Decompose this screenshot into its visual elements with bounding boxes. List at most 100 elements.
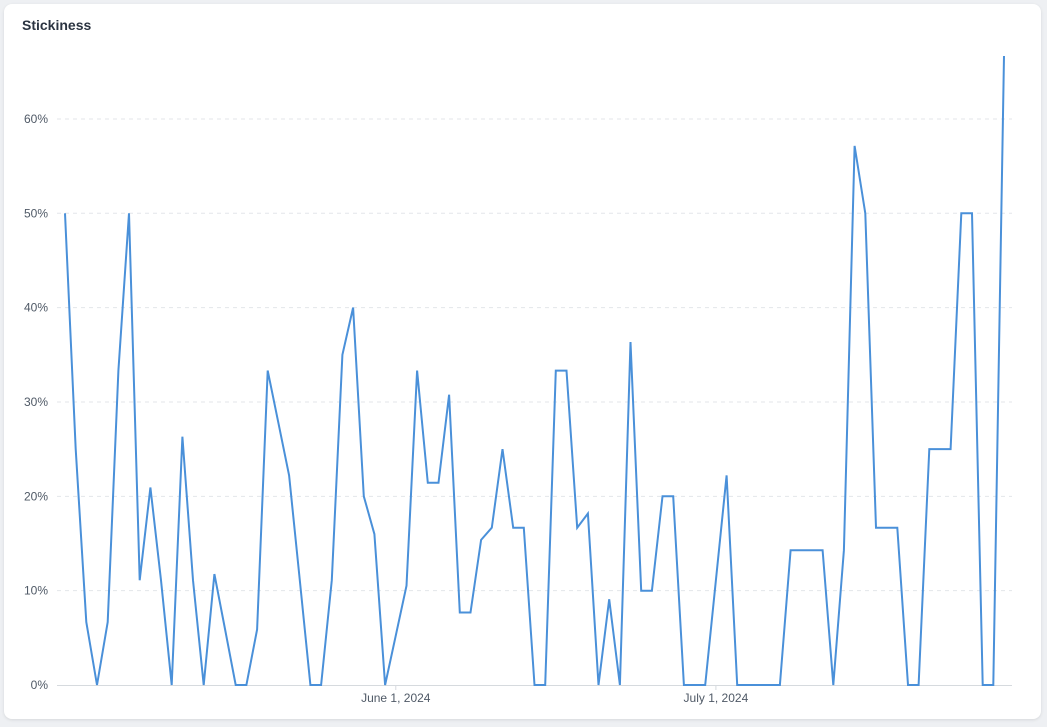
data-point[interactable] xyxy=(147,485,153,491)
y-tick-label: 20% xyxy=(24,489,48,503)
data-point[interactable] xyxy=(115,368,121,374)
y-tick-label: 0% xyxy=(31,678,49,692)
data-point[interactable] xyxy=(894,525,900,531)
data-point[interactable] xyxy=(243,682,249,688)
data-point[interactable] xyxy=(574,525,580,531)
data-point[interactable] xyxy=(361,493,367,499)
y-tick-label: 50% xyxy=(24,206,48,220)
data-point[interactable] xyxy=(371,531,377,537)
data-point[interactable] xyxy=(457,609,463,615)
data-point[interactable] xyxy=(873,525,879,531)
data-point[interactable] xyxy=(628,339,634,345)
data-point[interactable] xyxy=(820,547,826,553)
data-point[interactable] xyxy=(564,368,570,374)
data-point[interactable] xyxy=(798,547,804,553)
data-point[interactable] xyxy=(713,577,719,583)
data-point[interactable] xyxy=(382,682,388,688)
grid-lines xyxy=(57,118,1012,592)
data-point[interactable] xyxy=(649,588,655,594)
data-point[interactable] xyxy=(414,368,420,374)
data-point[interactable] xyxy=(499,446,505,452)
data-point[interactable] xyxy=(393,632,399,638)
data-point[interactable] xyxy=(339,352,345,358)
data-point[interactable] xyxy=(137,577,143,583)
data-point[interactable] xyxy=(809,547,815,553)
data-point[interactable] xyxy=(489,525,495,531)
data-point[interactable] xyxy=(169,682,175,688)
data-point[interactable] xyxy=(553,368,559,374)
data-point[interactable] xyxy=(926,446,932,452)
data-point[interactable] xyxy=(692,682,698,688)
data-point[interactable] xyxy=(948,446,954,452)
y-tick-label: 30% xyxy=(24,395,48,409)
data-point[interactable] xyxy=(916,682,922,688)
data-point[interactable] xyxy=(435,480,441,486)
data-point[interactable] xyxy=(724,472,730,478)
data-point[interactable] xyxy=(233,682,239,688)
data-point[interactable] xyxy=(254,627,260,633)
data-point[interactable] xyxy=(884,525,890,531)
data-point[interactable] xyxy=(179,434,185,440)
data-point[interactable] xyxy=(467,609,473,615)
y-tick-label: 10% xyxy=(24,584,48,598)
data-point[interactable] xyxy=(958,210,964,216)
data-point[interactable] xyxy=(777,682,783,688)
data-point[interactable] xyxy=(286,472,292,478)
data-point[interactable] xyxy=(702,682,708,688)
data-point[interactable] xyxy=(905,682,911,688)
data-point[interactable] xyxy=(425,480,431,486)
data-point[interactable] xyxy=(329,577,335,583)
data-point[interactable] xyxy=(617,682,623,688)
data-point[interactable] xyxy=(670,493,676,499)
data-point[interactable] xyxy=(62,210,68,216)
data-point[interactable] xyxy=(83,619,89,625)
data-point[interactable] xyxy=(852,143,858,149)
y-tick-label: 40% xyxy=(24,301,48,315)
data-point[interactable] xyxy=(756,682,762,688)
data-point[interactable] xyxy=(446,392,452,398)
data-point[interactable] xyxy=(297,577,303,583)
data-point[interactable] xyxy=(510,525,516,531)
data-point[interactable] xyxy=(990,682,996,688)
data-point[interactable] xyxy=(318,682,324,688)
data-point[interactable] xyxy=(542,682,548,688)
data-point[interactable] xyxy=(521,525,527,531)
axes: 0% 10% 20% 30% 40% 50% 60% June 1, 2024 July 1, … xyxy=(24,112,1012,705)
data-point[interactable] xyxy=(307,682,313,688)
data-point[interactable] xyxy=(841,547,847,553)
data-point[interactable] xyxy=(275,420,281,426)
data-point[interactable] xyxy=(937,446,943,452)
data-point[interactable] xyxy=(745,682,751,688)
data-point[interactable] xyxy=(766,682,772,688)
data-point[interactable] xyxy=(94,682,100,688)
data-point[interactable] xyxy=(190,577,196,583)
x-tick-label: July 1, 2024 xyxy=(684,691,749,705)
data-point[interactable] xyxy=(862,210,868,216)
data-point[interactable] xyxy=(201,682,207,688)
data-point[interactable] xyxy=(126,210,132,216)
stickiness-line-chart: 0% 10% 20% 30% 40% 50% 60% June 1, 2024 July 1, … xyxy=(24,53,1012,705)
data-point[interactable] xyxy=(350,305,356,311)
x-tick-label: June 1, 2024 xyxy=(361,691,431,705)
data-point[interactable] xyxy=(73,446,79,452)
data-point[interactable] xyxy=(681,682,687,688)
data-point[interactable] xyxy=(660,493,666,499)
data-point[interactable] xyxy=(403,583,409,589)
data-point[interactable] xyxy=(158,577,164,583)
data-point[interactable] xyxy=(585,510,591,516)
data-point[interactable] xyxy=(596,682,602,688)
data-point[interactable] xyxy=(265,368,271,374)
data-point[interactable] xyxy=(638,588,644,594)
data-point[interactable] xyxy=(606,596,612,602)
data-point[interactable] xyxy=(830,682,836,688)
data-point[interactable] xyxy=(222,627,228,633)
data-point[interactable] xyxy=(734,682,740,688)
data-point[interactable] xyxy=(105,619,111,625)
data-point[interactable] xyxy=(980,682,986,688)
data-point[interactable] xyxy=(1001,53,1007,59)
data-point[interactable] xyxy=(788,547,794,553)
data-point[interactable] xyxy=(532,682,538,688)
data-point[interactable] xyxy=(969,210,975,216)
data-point[interactable] xyxy=(211,571,217,577)
data-point[interactable] xyxy=(478,537,484,543)
